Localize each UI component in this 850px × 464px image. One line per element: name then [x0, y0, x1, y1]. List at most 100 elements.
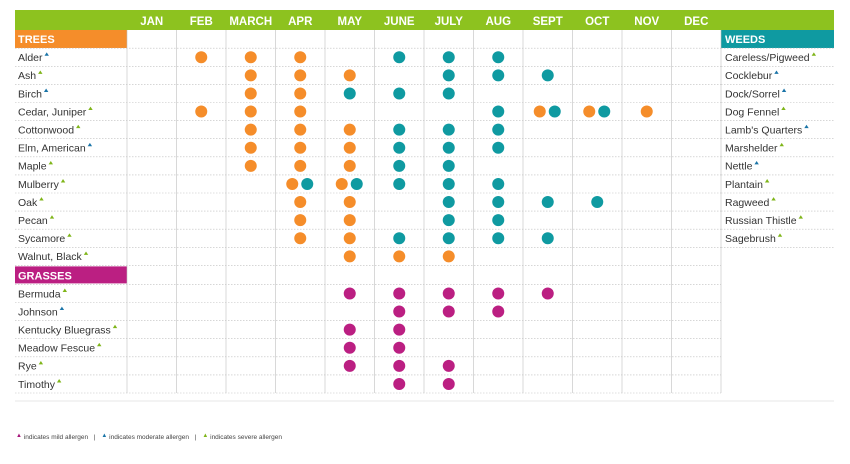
tree-pollen-dot: [442, 214, 455, 227]
tree-pollen-dot: [294, 51, 307, 64]
tree-pollen-dot: [343, 214, 356, 227]
tree-pollen-dot: [393, 250, 406, 263]
tree-row-label: Birch: [18, 88, 42, 100]
legend-separator: |: [93, 434, 96, 441]
grass-pollen-dot: [393, 323, 406, 336]
grass-pollen-dot: [393, 377, 406, 390]
tree-pollen-dot: [294, 214, 307, 227]
severe-severity-marker-icon: [38, 70, 43, 74]
tree-pollen-dot: [294, 69, 307, 82]
month-label-apr: APR: [288, 16, 313, 28]
tree-row-label: Pecan: [18, 215, 48, 227]
weed-row-label: Cocklebur: [725, 70, 773, 82]
tree-pollen-dot: [244, 159, 257, 172]
tree-pollen-dot: [393, 51, 406, 64]
grass-pollen-dot: [393, 305, 406, 318]
tree-pollen-dot: [583, 105, 596, 118]
month-label-feb: FEB: [190, 16, 213, 28]
weed-row-label: Dock/Sorrel: [725, 88, 780, 100]
tree-row-label: Walnut, Black: [18, 251, 83, 263]
tree-row-label: Sycamore: [18, 233, 65, 245]
moderate-severity-marker-icon: [804, 124, 809, 129]
grasses-section-label: GRASSES: [18, 270, 72, 282]
weed-row-label: Dog Fennel: [725, 106, 779, 118]
moderate-severity-marker-icon: [774, 70, 779, 74]
tree-pollen-dot: [294, 232, 307, 245]
tree-pollen-dot: [195, 51, 208, 64]
severe-severity-marker-icon: [39, 197, 44, 201]
tree-pollen-dot: [442, 159, 455, 172]
weed-row-label: Nettle: [725, 161, 753, 173]
severe-severity-marker-icon: [38, 360, 44, 365]
tree-pollen-dot: [343, 196, 356, 209]
month-label-nov: NOV: [634, 16, 659, 28]
tree-pollen-dot: [244, 87, 257, 100]
severe-severity-marker-icon: [67, 233, 72, 237]
tree-row-label: Alder: [18, 52, 43, 64]
grass-row-label: Johnson: [18, 306, 58, 318]
weeds-section-header: [721, 30, 834, 48]
tree-pollen-dot: [541, 69, 554, 82]
severe-severity-marker-icon: [779, 142, 784, 147]
grass-row-label: Rye: [18, 361, 37, 373]
tree-pollen-dot: [343, 159, 356, 172]
tree-pollen-dot: [343, 141, 356, 154]
trees-section-header: [15, 30, 127, 48]
tree-pollen-dot: [393, 87, 406, 100]
month-header-band: [15, 10, 834, 30]
severe-severity-marker-icon: [771, 197, 776, 201]
tree-pollen-dot: [492, 105, 505, 118]
mild-marker-icon: ▲: [16, 433, 22, 439]
grass-pollen-dot: [343, 287, 356, 300]
severe-severity-marker-icon: [112, 324, 118, 329]
severe-severity-marker-icon: [777, 233, 783, 237]
moderate-severity-marker-icon: [87, 142, 93, 147]
tree-pollen-dot: [244, 69, 257, 82]
tree-pollen-dot: [492, 141, 505, 154]
severe-severity-marker-icon: [48, 160, 54, 165]
severe-severity-marker-icon: [76, 124, 81, 129]
tree-pollen-dot: [294, 87, 307, 100]
tree-pollen-dot: [533, 105, 546, 118]
weeds-section-label: WEEDS: [725, 34, 765, 46]
tree-row-label: Ash: [18, 70, 36, 82]
tree-pollen-dot: [442, 232, 455, 245]
weed-row-label: Sagebrush: [725, 233, 776, 245]
legend-moderate-label: indicates moderate allergen: [109, 434, 190, 441]
severe-severity-marker-icon: [56, 379, 62, 383]
grass-pollen-dot: [393, 341, 406, 354]
grass-pollen-dot: [492, 305, 505, 318]
tree-row-label: Elm, American: [18, 143, 86, 155]
severe-severity-marker-icon: [798, 215, 803, 219]
moderate-severity-marker-icon: [59, 306, 65, 311]
weed-row-label: Careless/Pigweed: [725, 52, 810, 64]
grass-row-label: Bermuda: [18, 288, 61, 300]
weed-row-label: Plantain: [725, 179, 763, 191]
tree-pollen-dot: [244, 123, 257, 136]
tree-pollen-dot: [442, 51, 455, 64]
severe-severity-marker-icon: [83, 251, 89, 255]
tree-pollen-dot: [442, 250, 455, 263]
weed-row-label: Russian Thistle: [725, 215, 797, 227]
grass-row-label: Kentucky Bluegrass: [18, 324, 111, 336]
tree-pollen-dot: [591, 196, 604, 209]
moderate-severity-marker-icon: [754, 160, 759, 165]
severe-severity-marker-icon: [781, 106, 786, 111]
grass-pollen-dot: [492, 287, 505, 300]
tree-pollen-dot: [548, 105, 561, 118]
month-label-june: JUNE: [384, 16, 415, 28]
month-label-may: MAY: [338, 16, 363, 28]
grass-pollen-dot: [343, 323, 356, 336]
tree-pollen-dot: [393, 123, 406, 136]
grass-pollen-dot: [442, 377, 455, 390]
moderate-severity-marker-icon: [781, 88, 787, 92]
severe-severity-marker-icon: [49, 215, 55, 219]
tree-pollen-dot: [442, 177, 455, 190]
tree-pollen-dot: [350, 177, 363, 190]
tree-pollen-dot: [492, 196, 505, 209]
tree-row-label: Mulberry: [18, 179, 60, 191]
weed-row-label: Marshelder: [725, 143, 778, 155]
legend-severe-label: indicates severe allergen: [210, 434, 283, 441]
grid-lines: [15, 30, 834, 402]
